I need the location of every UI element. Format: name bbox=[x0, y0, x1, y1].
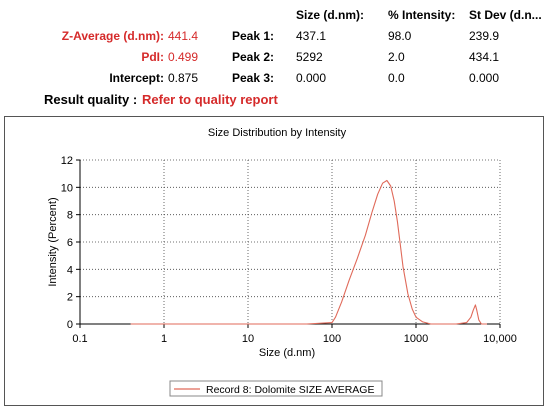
peak-1-stdev: 239.9 bbox=[469, 29, 500, 43]
result-quality-label: Result quality : bbox=[44, 92, 138, 107]
z-average-label: Z-Average (d.nm): bbox=[61, 29, 164, 43]
peak-3-size: 0.000 bbox=[296, 71, 327, 85]
pdi-value: 0.499 bbox=[168, 50, 199, 64]
stdev-header: St Dev (d.n... bbox=[469, 8, 542, 22]
pdi-label: PdI: bbox=[141, 50, 164, 64]
peak-1-label: Peak 1: bbox=[232, 29, 275, 43]
peak-2-label: Peak 2: bbox=[232, 50, 275, 64]
x-tick-label: 0.1 bbox=[72, 333, 87, 345]
y-tick-label: 6 bbox=[67, 237, 73, 249]
results-summary: Z-Average (d.nm): 441.4 PdI: 0.499 Inter… bbox=[0, 0, 550, 112]
series-line-dolomite bbox=[130, 179, 487, 325]
size-distribution-chart bbox=[4, 116, 544, 406]
peak-2-size: 5292 bbox=[296, 50, 323, 64]
intercept-value: 0.875 bbox=[168, 71, 199, 85]
peak-1-size: 437.1 bbox=[296, 29, 327, 43]
x-axis-label: Size (d.nm) bbox=[259, 347, 315, 359]
x-tick-label: 10 bbox=[242, 333, 254, 345]
series-layer bbox=[130, 179, 487, 325]
grid-lines bbox=[80, 159, 501, 324]
peak-3-stdev: 0.000 bbox=[469, 71, 500, 85]
legend: Record 8: Dolomite SIZE AVERAGE bbox=[169, 380, 383, 397]
peak-1-intensity: 98.0 bbox=[388, 29, 412, 43]
intensity-header: % Intensity: bbox=[388, 8, 456, 22]
intercept-label: Intercept: bbox=[109, 71, 164, 85]
y-tick-label: 8 bbox=[67, 210, 73, 222]
legend-box bbox=[169, 380, 383, 397]
y-axis-label: Intensity (Percent) bbox=[47, 197, 59, 286]
tick-labels: 0.1 1 10 100 1000 10,000 0 2 4 6 8 10 12 bbox=[61, 155, 517, 345]
y-tick-label: 2 bbox=[67, 292, 73, 304]
x-tick-label: 10,000 bbox=[483, 333, 517, 345]
y-tick-label: 0 bbox=[67, 319, 73, 331]
z-average-value: 441.4 bbox=[168, 29, 199, 43]
x-tick-label: 1000 bbox=[404, 333, 428, 345]
y-tick-label: 4 bbox=[67, 264, 73, 276]
peak-2-stdev: 434.1 bbox=[469, 50, 500, 64]
size-header: Size (d.nm): bbox=[296, 8, 364, 22]
axes bbox=[76, 159, 501, 328]
x-tick-label: 100 bbox=[323, 333, 341, 345]
y-tick-label: 12 bbox=[61, 155, 73, 167]
chart-title: Size Distribution by Intensity bbox=[208, 127, 347, 139]
peak-2-intensity: 2.0 bbox=[388, 50, 405, 64]
peak-3-label: Peak 3: bbox=[232, 71, 275, 85]
legend-entry: Record 8: Dolomite SIZE AVERAGE bbox=[206, 384, 374, 396]
x-tick-label: 1 bbox=[161, 333, 167, 345]
y-tick-label: 10 bbox=[61, 182, 73, 194]
peak-3-intensity: 0.0 bbox=[388, 71, 405, 85]
quality-report-link[interactable]: Refer to quality report bbox=[142, 92, 278, 107]
